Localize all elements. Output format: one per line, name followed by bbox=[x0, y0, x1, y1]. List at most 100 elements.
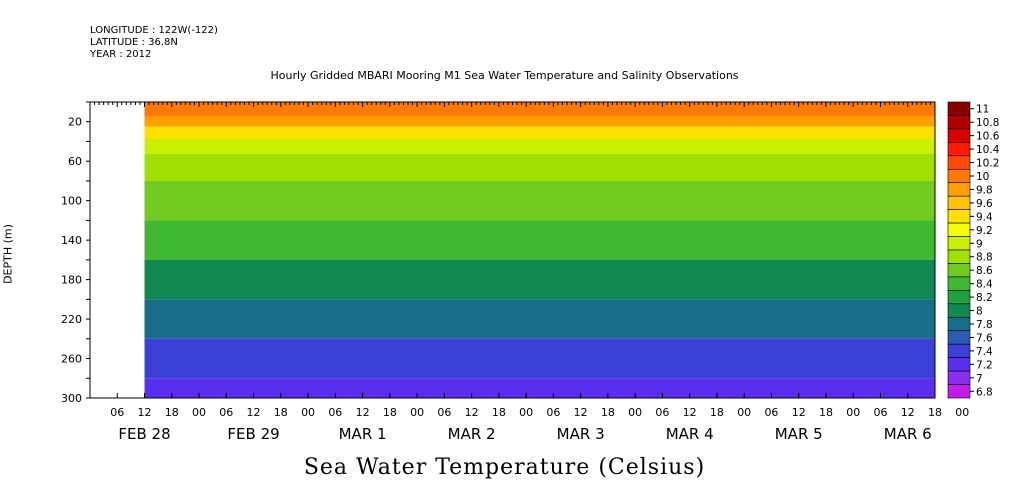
x-hour-tick-label: 06 bbox=[764, 406, 778, 419]
x-hour-tick-label: 12 bbox=[138, 406, 152, 419]
x-hour-tick-label: 12 bbox=[683, 406, 697, 419]
x-hour-tick-label: 12 bbox=[465, 406, 479, 419]
colorbar-swatch bbox=[947, 276, 971, 291]
x-hour-tick-label: 18 bbox=[383, 406, 397, 419]
colorbar-label: 6.8 bbox=[976, 386, 993, 398]
temperature-band bbox=[144, 220, 936, 260]
x-day-label: MAR 1 bbox=[339, 425, 387, 443]
colorbar-label: 7.2 bbox=[976, 359, 993, 371]
colorbar-swatch bbox=[947, 168, 971, 184]
x-hour-tick-label: 18 bbox=[492, 406, 506, 419]
y-tick-label: 140 bbox=[61, 234, 82, 247]
x-hour-tick-label: 12 bbox=[792, 406, 806, 419]
colorbar-swatch bbox=[947, 370, 971, 385]
temperature-band bbox=[144, 299, 936, 339]
x-hour-tick-label: 18 bbox=[928, 406, 942, 419]
x-hour-tick-label: 00 bbox=[519, 406, 533, 419]
temperature-band bbox=[144, 102, 936, 117]
x-hour-tick-label: 06 bbox=[110, 406, 124, 419]
colorbar-swatch bbox=[947, 209, 971, 224]
colorbar-label: 7.4 bbox=[976, 346, 993, 358]
temperature-band bbox=[144, 259, 936, 300]
colorbar-label: 7 bbox=[976, 373, 983, 385]
colorbar-label: 10.8 bbox=[976, 117, 999, 129]
colorbar-swatch bbox=[947, 343, 971, 358]
y-tick-label: 300 bbox=[61, 392, 82, 405]
temperature-band bbox=[144, 378, 936, 398]
temperature-band bbox=[144, 153, 936, 181]
temperature-band bbox=[144, 139, 936, 154]
colorbar-swatch bbox=[947, 236, 971, 251]
temperature-band bbox=[144, 180, 936, 221]
colorbar-label: 8 bbox=[976, 306, 983, 318]
x-hour-tick-label: 06 bbox=[219, 406, 233, 419]
longitude-label: LONGITUDE : 122W(-122) bbox=[90, 25, 218, 36]
colorbar-swatch bbox=[947, 303, 971, 318]
y-tick-label: 60 bbox=[68, 155, 82, 168]
colorbar-label: 10.4 bbox=[976, 144, 1000, 156]
y-tick-label: 180 bbox=[61, 274, 82, 287]
colorbar-swatch bbox=[947, 290, 971, 305]
colorbar-swatch bbox=[947, 128, 971, 143]
x-hour-tick-label: 12 bbox=[901, 406, 915, 419]
x-hour-tick-label: 00 bbox=[410, 406, 424, 419]
x-hour-tick-label: 12 bbox=[574, 406, 588, 419]
colorbar-label: 10 bbox=[976, 171, 989, 183]
colorbar-label: 9.8 bbox=[976, 184, 993, 196]
x-hour-tick-label: 06 bbox=[328, 406, 342, 419]
colorbar-label: 8.2 bbox=[976, 292, 993, 304]
colorbar-swatch bbox=[947, 101, 971, 116]
x-day-label: MAR 5 bbox=[775, 425, 823, 443]
x-hour-tick-label: 18 bbox=[274, 406, 288, 419]
y-tick-label: 220 bbox=[61, 313, 82, 326]
colorbar-swatch bbox=[947, 330, 971, 345]
colorbar-swatch bbox=[947, 357, 971, 372]
x-day-label: FEB 29 bbox=[227, 425, 279, 443]
colorbar-swatch bbox=[947, 222, 971, 237]
colorbar-swatch bbox=[947, 316, 971, 332]
x-hour-tick-label: 00 bbox=[737, 406, 751, 419]
x-hour-tick-label: 00 bbox=[301, 406, 315, 419]
x-hour-tick-label: 00 bbox=[955, 406, 969, 419]
x-day-label: MAR 3 bbox=[557, 425, 605, 443]
colorbar-label: 9.4 bbox=[976, 211, 993, 223]
y-tick-label: 260 bbox=[61, 353, 82, 366]
x-hour-tick-label: 06 bbox=[873, 406, 887, 419]
colorbar-swatch bbox=[947, 155, 971, 170]
colorbar-label: 9.2 bbox=[976, 225, 993, 237]
colorbar-swatch bbox=[947, 195, 971, 210]
colorbar-swatch bbox=[947, 384, 971, 399]
x-hour-tick-label: 00 bbox=[628, 406, 642, 419]
colorbar-label: 10.2 bbox=[976, 158, 999, 170]
colorbar-label: 9 bbox=[976, 238, 983, 250]
colorbar-swatch bbox=[947, 263, 971, 278]
x-day-label: MAR 6 bbox=[884, 425, 932, 443]
x-hour-tick-label: 12 bbox=[247, 406, 261, 419]
colorbar-label: 7.6 bbox=[976, 332, 993, 344]
colorbar-label: 11 bbox=[976, 104, 989, 116]
colorbar-label: 9.6 bbox=[976, 198, 993, 210]
latitude-label: LATITUDE : 36.8N bbox=[90, 37, 178, 48]
colorbar-swatch bbox=[947, 182, 971, 197]
chart-title: Hourly Gridded MBARI Mooring M1 Sea Wate… bbox=[270, 69, 739, 82]
colorbar-label: 10.6 bbox=[976, 131, 1000, 143]
x-hour-tick-label: 00 bbox=[846, 406, 860, 419]
colorbar-label: 8.8 bbox=[976, 252, 993, 264]
colorbar-swatch bbox=[947, 249, 971, 264]
y-tick-label: 100 bbox=[61, 195, 82, 208]
x-hour-tick-label: 12 bbox=[356, 406, 370, 419]
y-tick-label: 20 bbox=[68, 116, 82, 129]
x-hour-tick-label: 06 bbox=[546, 406, 560, 419]
colorbar-label: 7.8 bbox=[976, 319, 993, 331]
x-hour-tick-label: 06 bbox=[655, 406, 669, 419]
temperature-band bbox=[144, 116, 936, 127]
year-label: YEAR : 2012 bbox=[90, 49, 152, 60]
x-hour-tick-label: 18 bbox=[710, 406, 724, 419]
colorbar-swatch bbox=[947, 142, 971, 157]
temperature-band bbox=[144, 126, 936, 139]
colorbar-swatch bbox=[947, 115, 971, 130]
colorbar-label: 8.6 bbox=[976, 265, 993, 277]
x-hour-tick-label: 18 bbox=[819, 406, 833, 419]
x-day-label: MAR 4 bbox=[666, 425, 714, 443]
